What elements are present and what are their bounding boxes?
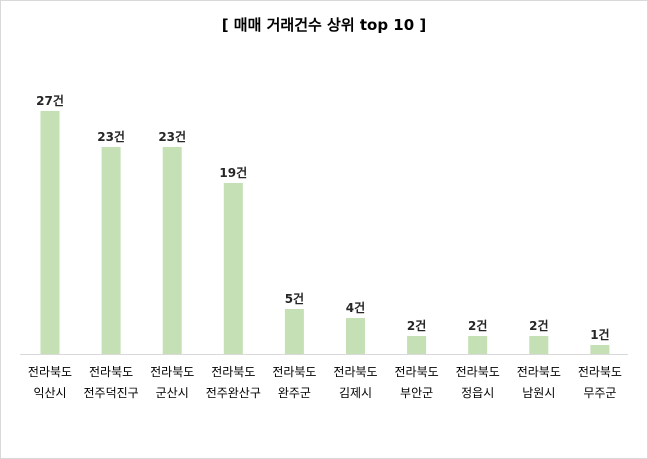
bar-9 [529,336,549,354]
x-tick-label-4-line-2: 전주완산구 [206,386,261,400]
bar-6 [346,318,365,354]
bar-4 [223,183,243,354]
bar-1 [40,111,60,354]
x-tick-label-1-line-2: 익산시 [33,386,66,400]
plot-area [20,84,628,354]
data-label-7: 2건 [407,318,426,333]
x-tick-label-9-line-1: 전라북도 [517,365,561,379]
bar-2 [101,147,121,354]
chart-title: [ 매매 거래건수 상위 top 10 ] [221,16,427,34]
x-tick-label-5-line-2: 완주군 [278,386,311,400]
data-label-6: 4건 [346,300,365,315]
x-tick-label-7-line-2: 부안군 [400,386,433,400]
bar-10 [590,345,610,354]
x-tick-label-7-line-1: 전라북도 [395,365,439,379]
x-tick-label-3-line-1: 전라북도 [150,365,194,379]
bar-5 [284,309,304,354]
x-tick-label-2-line-2: 전주덕진구 [83,386,138,400]
data-label-1: 27건 [36,93,64,108]
data-label-9: 2건 [529,318,548,333]
x-tick-label-6-line-2: 김제시 [339,386,372,400]
data-label-10: 1건 [590,327,609,342]
x-tick-label-3-line-2: 군산시 [156,386,189,400]
data-label-3: 23건 [158,129,186,144]
bar-7 [407,336,427,354]
x-tick-label-1-line-1: 전라북도 [28,365,72,379]
x-tick-label-10-line-1: 전라북도 [578,365,622,379]
x-tick-label-4-line-1: 전라북도 [211,365,255,379]
data-label-8: 2건 [468,318,487,333]
x-tick-label-8-line-2: 정읍시 [461,386,494,400]
data-label-2: 23건 [97,129,125,144]
x-tick-label-2-line-1: 전라북도 [89,365,133,379]
data-label-5: 5건 [285,291,304,306]
x-tick-label-6-line-1: 전라북도 [333,365,377,379]
data-label-4: 19건 [219,165,247,180]
x-tick-label-8-line-1: 전라북도 [456,365,500,379]
x-tick-label-9-line-2: 남원시 [522,386,555,400]
bar-3 [162,147,182,354]
x-tick-label-5-line-1: 전라북도 [272,365,316,379]
bar-8 [468,336,488,354]
x-tick-label-10-line-2: 무주군 [583,386,616,400]
